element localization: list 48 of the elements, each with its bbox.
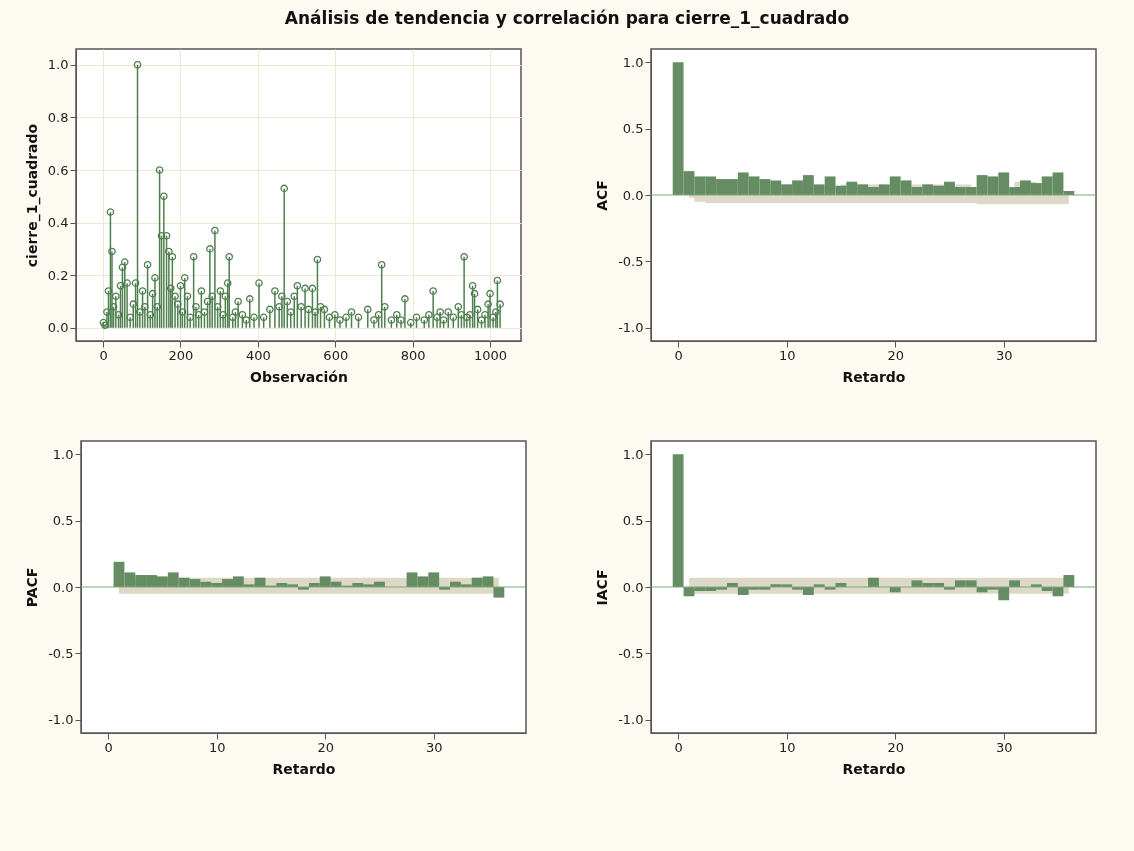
y-tick-label: 1.0	[47, 57, 69, 73]
text: Análisis de tendencia y correlación para cierre_1_cuadrado	[283, 8, 851, 28]
y-tick-label: 0.0	[52, 579, 74, 595]
x-tick-label: 0	[674, 739, 683, 755]
y-axis-title: cierre_1_cuadrado	[23, 123, 41, 268]
x-tick-label: 0	[104, 739, 113, 755]
y-tick-label: 0.4	[47, 215, 69, 231]
y-tick-label: -1.0	[48, 712, 74, 728]
x-tick-label: 400	[245, 347, 271, 363]
y-tick-label: -0.5	[618, 645, 644, 661]
x-tick-label: 30	[995, 347, 1013, 363]
y-tick-label: 0.5	[622, 513, 644, 529]
x-tick-label: 30	[425, 739, 443, 755]
y-tick-label: -1.0	[618, 712, 644, 728]
x-tick-label: 1000	[474, 347, 508, 363]
y-axis-title: PACF	[24, 567, 41, 608]
y-tick-label: 0.0	[622, 579, 644, 595]
x-tick-label: 30	[995, 739, 1013, 755]
y-tick-label: -0.5	[48, 645, 74, 661]
y-tick-label: 1.0	[622, 446, 644, 462]
x-axis-title: Retardo	[842, 368, 906, 385]
x-tick-label: 10	[208, 739, 226, 755]
x-tick-label: 600	[323, 347, 349, 363]
y-tick-label: 0.5	[622, 121, 644, 137]
x-tick-label: 20	[887, 347, 904, 363]
y-tick-label: 0.0	[47, 320, 69, 336]
y-tick-label: 0.2	[47, 267, 69, 283]
x-axis-title: Retardo	[272, 760, 336, 777]
x-axis-title: Retardo	[842, 760, 906, 777]
y-tick-label: 0.5	[52, 513, 74, 529]
y-tick-label: -0.5	[618, 253, 644, 269]
x-tick-label: 10	[778, 347, 796, 363]
x-axis-title: Observación	[250, 368, 348, 385]
y-tick-label: 1.0	[622, 54, 644, 70]
x-tick-label: 200	[168, 347, 194, 363]
x-tick-label: 20	[887, 739, 904, 755]
y-tick-label: 0.8	[47, 109, 69, 125]
x-tick-label: 20	[317, 739, 334, 755]
y-axis-title: ACF	[594, 180, 611, 211]
x-tick-label: 0	[99, 347, 108, 363]
y-tick-label: -1.0	[618, 320, 644, 336]
x-tick-label: 10	[778, 739, 796, 755]
y-tick-label: 1.0	[52, 446, 74, 462]
y-tick-label: 0.0	[622, 187, 644, 203]
x-tick-label: 800	[400, 347, 426, 363]
y-axis-title: IACF	[594, 569, 611, 606]
y-tick-label: 0.6	[47, 162, 69, 178]
x-tick-label: 0	[674, 347, 683, 363]
